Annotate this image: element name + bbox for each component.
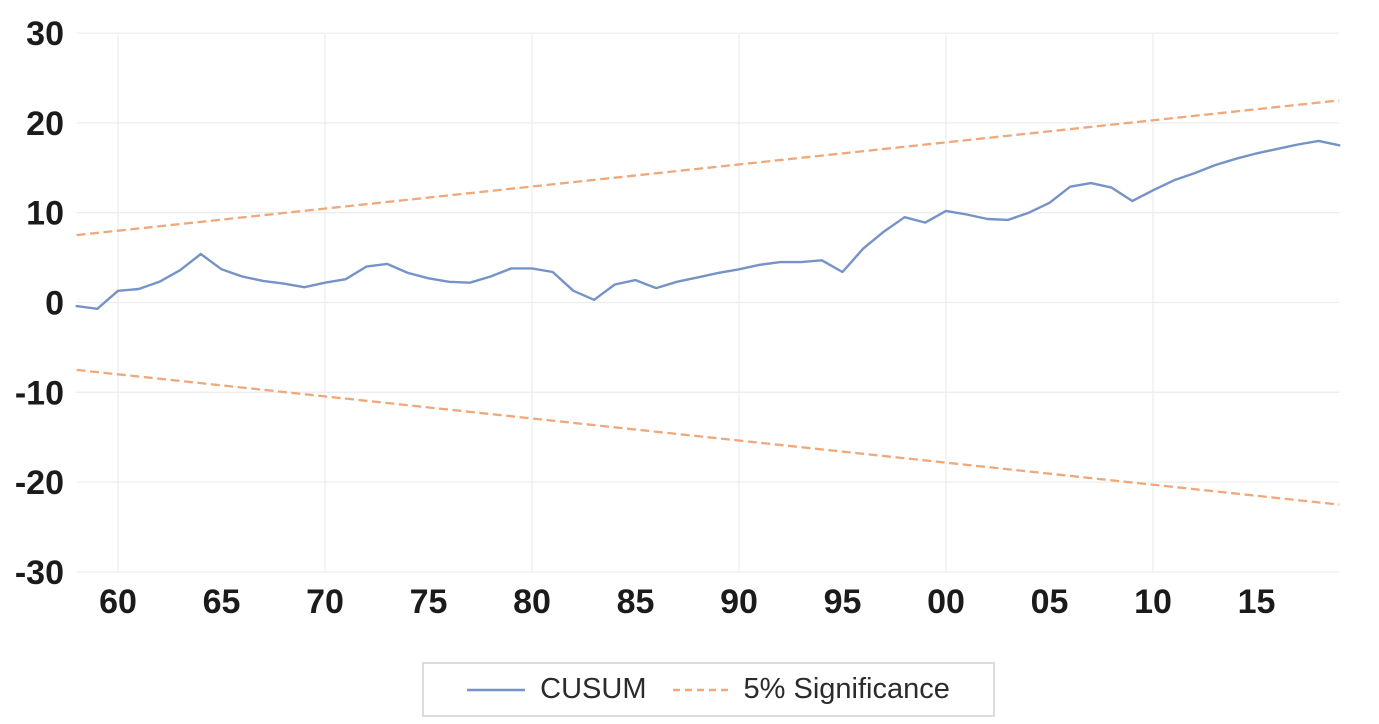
legend: CUSUM 5% Significance <box>422 662 995 717</box>
significance-legend-label: 5% Significance <box>743 673 950 705</box>
y-tick-label: -30 <box>15 554 64 592</box>
y-tick-label: 10 <box>26 195 64 233</box>
y-tick-label: 0 <box>45 285 64 323</box>
x-tick-label: 90 <box>720 583 758 621</box>
x-tick-label: 05 <box>1031 583 1069 621</box>
x-axis-labels: 60 65 70 75 80 85 90 95 00 05 10 15 <box>99 583 1275 621</box>
significance-legend-swatch <box>672 688 729 691</box>
x-tick-label: 15 <box>1238 583 1276 621</box>
significance-lines <box>76 99 1340 506</box>
x-tick-label: 00 <box>927 583 965 621</box>
x-tick-label: 60 <box>99 583 137 621</box>
cusum-legend-swatch <box>467 688 526 691</box>
gridlines-horizontal <box>76 32 1340 573</box>
y-tick-label: 20 <box>26 105 64 143</box>
y-tick-label: -10 <box>15 374 64 412</box>
cusum-line <box>75 139 1341 310</box>
cusum-chart: 30 20 10 0 -10 -20 -30 60 65 70 75 80 85 90 95 00 05 10 1… <box>15 15 1341 621</box>
y-tick-label: 30 <box>26 15 64 53</box>
y-tick-label: -20 <box>15 464 64 502</box>
x-tick-label: 10 <box>1134 583 1172 621</box>
x-tick-label: 85 <box>617 583 655 621</box>
x-tick-label: 70 <box>306 583 344 621</box>
gridlines-vertical <box>117 33 1154 572</box>
cusum-legend-label: CUSUM <box>540 673 647 705</box>
x-tick-label: 75 <box>410 583 448 621</box>
y-axis-labels: 30 20 10 0 -10 -20 -30 <box>15 15 64 592</box>
x-tick-label: 95 <box>824 583 862 621</box>
x-tick-label: 65 <box>203 583 241 621</box>
x-tick-label: 80 <box>513 583 551 621</box>
